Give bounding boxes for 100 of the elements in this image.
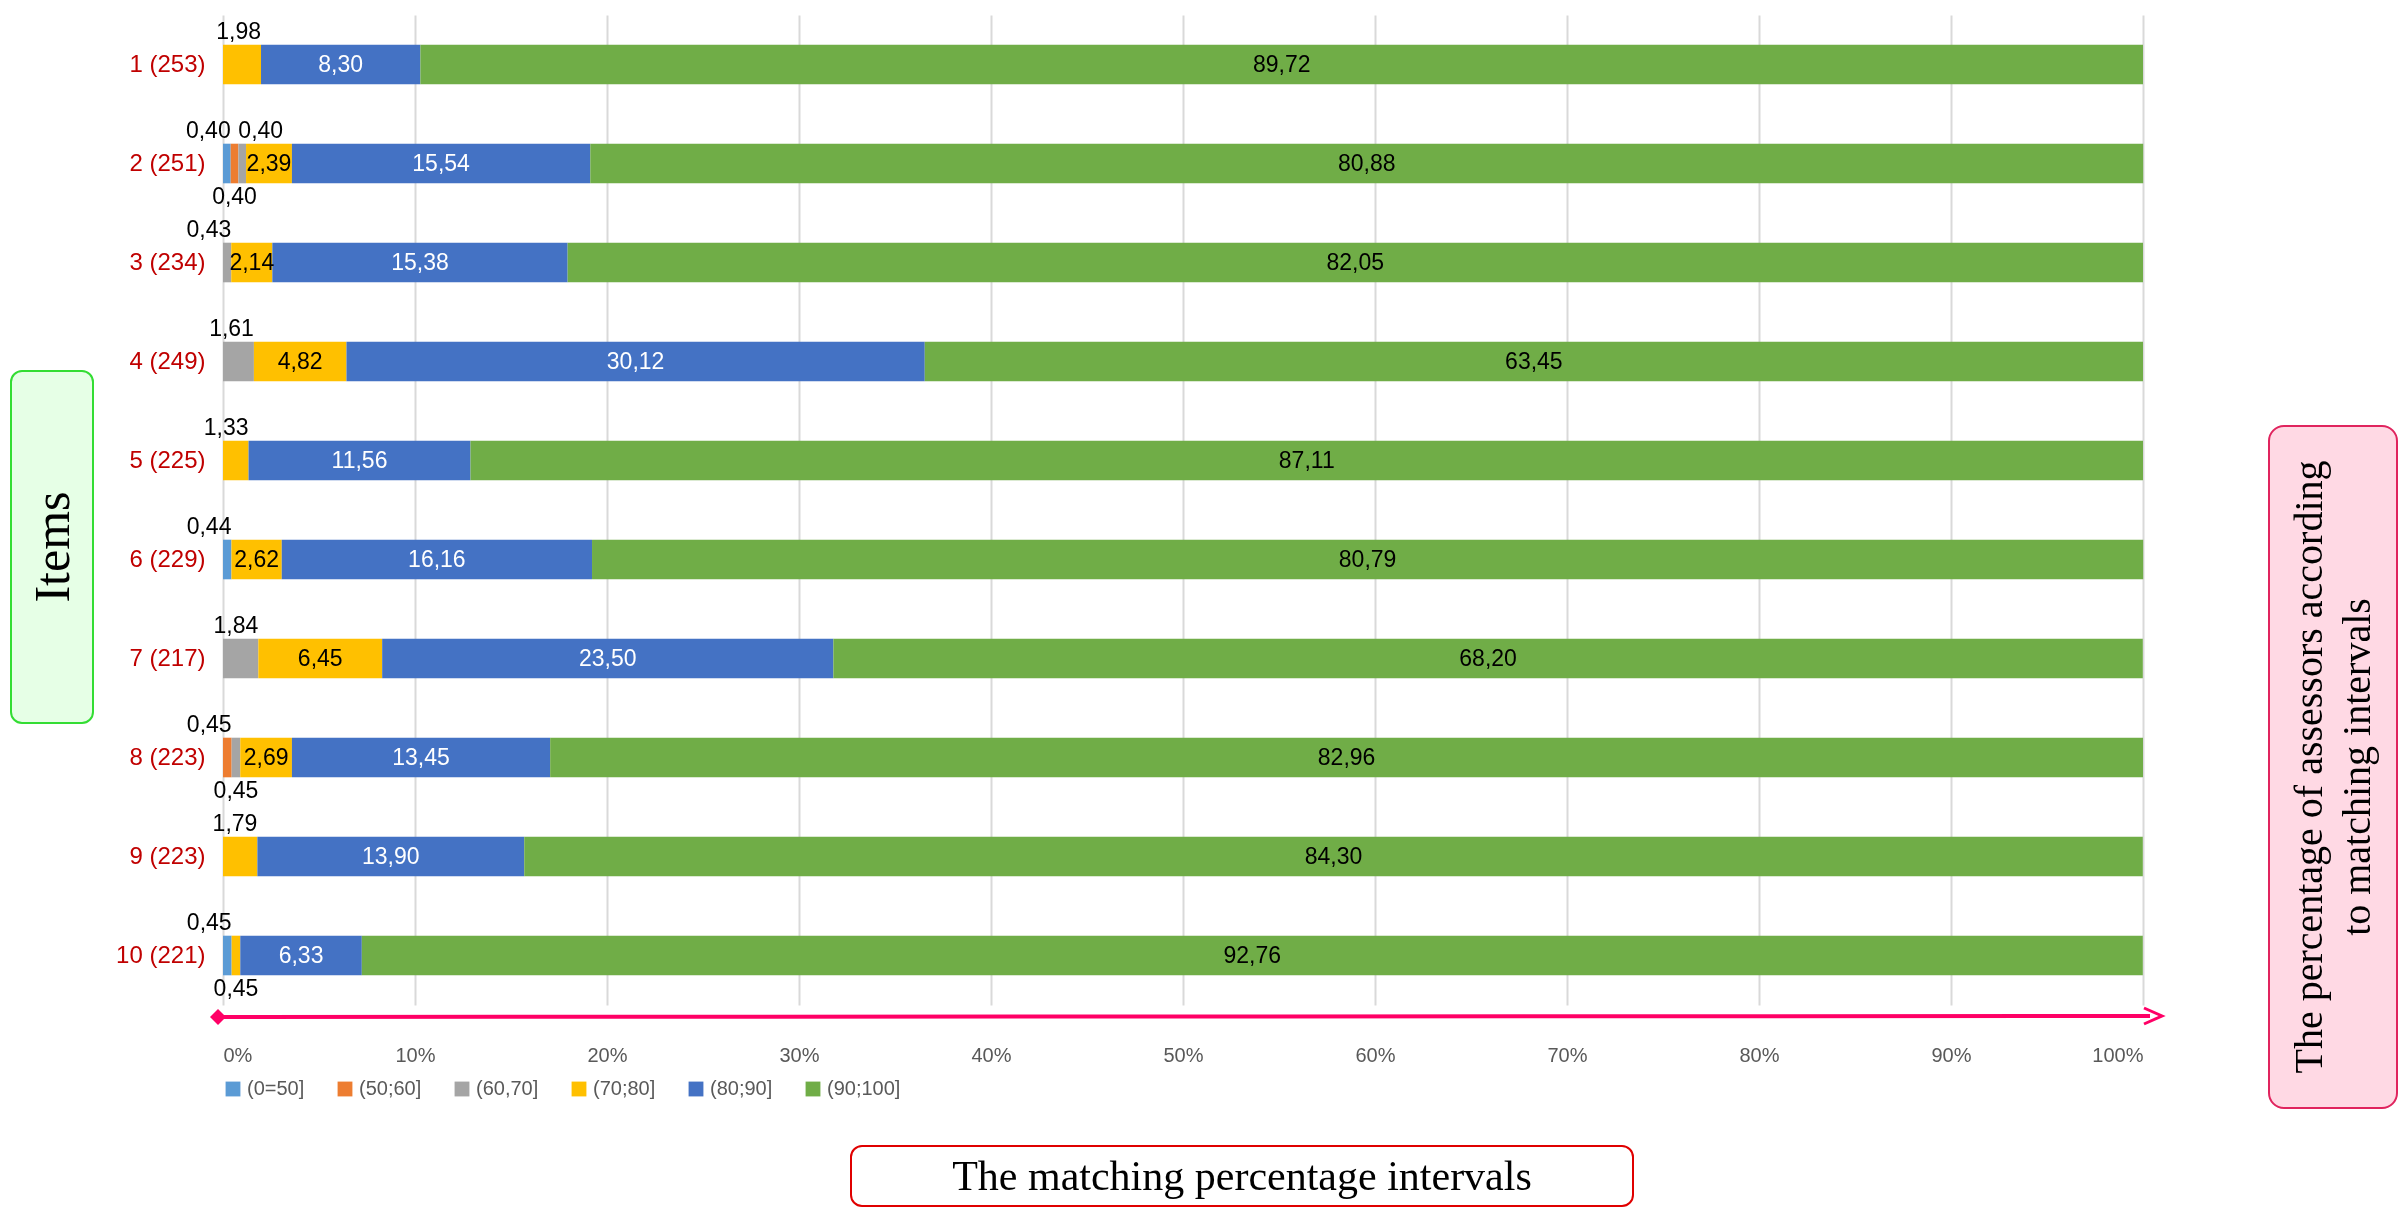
y-tick-label: 7 (217) (129, 643, 206, 671)
legend-label: (80;90] (710, 1077, 773, 1099)
data-label: 2,62 (234, 545, 279, 572)
data-label: 80,88 (1337, 149, 1396, 176)
legend-label: (0=50] (247, 1077, 305, 1099)
y-axis-title: Items (23, 491, 81, 603)
data-label: 1,61 (209, 314, 254, 341)
bar (382, 638, 834, 679)
bar (420, 44, 2143, 85)
data-label: 92,76 (1223, 941, 1282, 968)
data-label: 0,40 (238, 116, 284, 143)
bar (281, 539, 593, 580)
data-label: 0,45 (186, 908, 232, 935)
bar (223, 737, 232, 778)
x-tick-label: 0% (223, 1043, 253, 1066)
data-label: 1,98 (216, 17, 262, 44)
y-tick-label: 6 (229) (129, 544, 206, 572)
y-tick-label: 4 (249) (129, 346, 206, 374)
data-label: 0,45 (213, 776, 259, 803)
legend-label: (60,70] (476, 1077, 539, 1099)
bar (590, 143, 2144, 184)
bar (223, 242, 232, 283)
data-label: 84,30 (1304, 842, 1363, 869)
data-label: 1,84 (213, 611, 259, 638)
x-tick-label: 40% (971, 1043, 1012, 1066)
bar (231, 737, 241, 778)
legend-label: (70;80] (593, 1077, 656, 1099)
bar (258, 638, 383, 679)
bar (223, 935, 232, 976)
data-label: 23,50 (578, 644, 637, 671)
bar (257, 836, 525, 877)
x-tick-label: 20% (587, 1043, 628, 1066)
text: The percentage of assessors according to matching intervals (2285, 459, 2380, 1076)
data-label: 89,72 (1252, 50, 1311, 77)
x-tick-label: 70% (1547, 1043, 1588, 1066)
bar (223, 539, 232, 580)
bar (223, 638, 259, 679)
x-tick-label: 90% (1931, 1043, 1972, 1066)
bar (230, 143, 239, 184)
bar (361, 935, 2143, 976)
bar (223, 440, 249, 481)
data-label: 6,45 (297, 644, 343, 671)
bar (238, 143, 247, 184)
bar (248, 440, 471, 481)
legend-label: (50;60] (359, 1077, 422, 1099)
bar (924, 341, 2143, 382)
bar (261, 44, 421, 85)
data-label: 82,96 (1317, 743, 1376, 770)
bar (291, 143, 591, 184)
y-tick-label: 3 (234) (129, 247, 206, 275)
data-label: 13,90 (362, 842, 420, 869)
x-tick-label: 60% (1355, 1043, 1396, 1066)
data-label: 0,45 (213, 974, 259, 1001)
bar (524, 836, 2143, 877)
data-label: 8,30 (318, 50, 364, 77)
y-tick-label: 2 (251) (129, 148, 206, 176)
bar (272, 242, 568, 283)
data-label: 15,54 (412, 149, 471, 176)
legend-label: (90;100] (827, 1077, 901, 1099)
bar (223, 143, 231, 184)
data-label: 6,33 (278, 941, 324, 968)
x-tick-label: 50% (1163, 1043, 1204, 1066)
data-label: 82,05 (1326, 248, 1385, 275)
x-axis-title: The matching percentage intervals (850, 1145, 1634, 1207)
bar (223, 341, 254, 382)
data-label: 0,43 (186, 215, 232, 242)
bar (470, 440, 2143, 481)
x-tick-label: 10% (395, 1043, 436, 1066)
y-tick-label: 1 (253) (129, 49, 206, 77)
data-label: 63,45 (1505, 347, 1563, 374)
bar (550, 737, 2143, 778)
data-label: 13,45 (392, 743, 450, 770)
data-label: 4,82 (277, 347, 323, 374)
data-label: 1,33 (203, 413, 249, 440)
x-tick-label: 100% (2092, 1043, 2144, 1066)
y-tick-label: 9 (223) (129, 841, 206, 869)
data-label: 0,40 (185, 116, 231, 143)
x-tick-label: 30% (779, 1043, 820, 1066)
data-label: 30,12 (606, 347, 665, 374)
data-label: 80,79 (1338, 545, 1397, 572)
bar (223, 836, 258, 877)
bar (567, 242, 2143, 283)
y-tick-label: 5 (225) (129, 445, 206, 473)
data-label: 87,11 (1278, 446, 1335, 473)
y-tick-label: 8 (223) (129, 742, 206, 770)
data-label: 2,39 (246, 149, 292, 176)
bar (291, 737, 551, 778)
data-label: 68,20 (1459, 644, 1517, 671)
data-label: 0,40 (212, 182, 257, 209)
bar (346, 341, 925, 382)
data-label: 11,56 (331, 446, 388, 473)
bar (240, 935, 362, 976)
bar (223, 44, 262, 85)
data-label: 0,44 (186, 512, 232, 539)
data-label: 1,79 (212, 809, 258, 836)
bar (231, 935, 241, 976)
data-label: 0,45 (186, 710, 232, 737)
data-label: 15,38 (391, 248, 449, 275)
y-tick-label: 10 (221) (116, 940, 206, 968)
data-label: 2,69 (243, 743, 289, 770)
